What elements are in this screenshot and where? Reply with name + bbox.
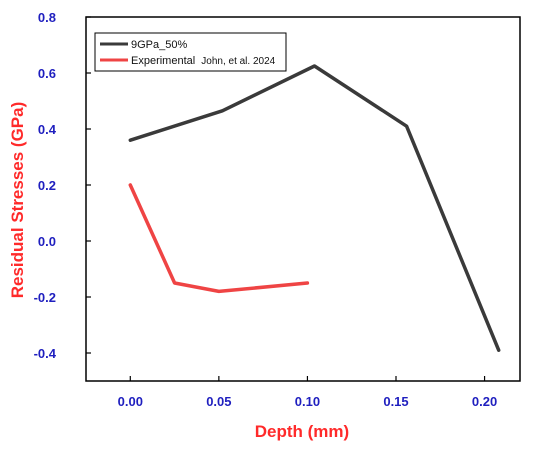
y-axis-ticks: -0.4 -0.2 0.0 0.2 0.4 0.6 0.8	[34, 10, 91, 361]
y-axis-title: Residual Stresses (GPa)	[8, 102, 27, 299]
x-tick-label: 0.10	[295, 394, 320, 409]
y-tick-label: 0.8	[38, 10, 56, 25]
x-tick-label: 0.15	[383, 394, 408, 409]
x-axis-title: Depth (mm)	[255, 422, 349, 441]
y-tick-label: -0.4	[34, 346, 57, 361]
legend-series-name: Experimental	[131, 55, 195, 67]
x-tick-label: 0.05	[206, 394, 231, 409]
plot-frame	[85, 16, 521, 382]
series-line-experimental	[128, 183, 310, 294]
legend-label-9gpa: 9GPa_50%	[131, 39, 187, 51]
x-axis-ticks: 0.00 0.05 0.10 0.15 0.20	[118, 376, 497, 409]
plot-area-border	[85, 16, 521, 382]
x-tick-label: 0.00	[118, 394, 143, 409]
series-layer	[128, 64, 501, 352]
legend-citation: John, et al. 2024	[201, 56, 275, 67]
legend: 9GPa_50% Experimental John, et al. 2024	[94, 32, 287, 72]
y-tick-label: 0.2	[38, 178, 56, 193]
y-tick-label: 0.4	[38, 122, 57, 137]
y-tick-label: -0.2	[34, 290, 56, 305]
y-tick-label: 0.6	[38, 66, 56, 81]
x-tick-label: 0.20	[472, 394, 497, 409]
y-tick-label: 0.0	[38, 234, 56, 249]
legend-label-experimental: Experimental John, et al. 2024	[131, 55, 276, 67]
legend-box	[94, 32, 287, 72]
series-line-9gpa	[128, 64, 501, 352]
